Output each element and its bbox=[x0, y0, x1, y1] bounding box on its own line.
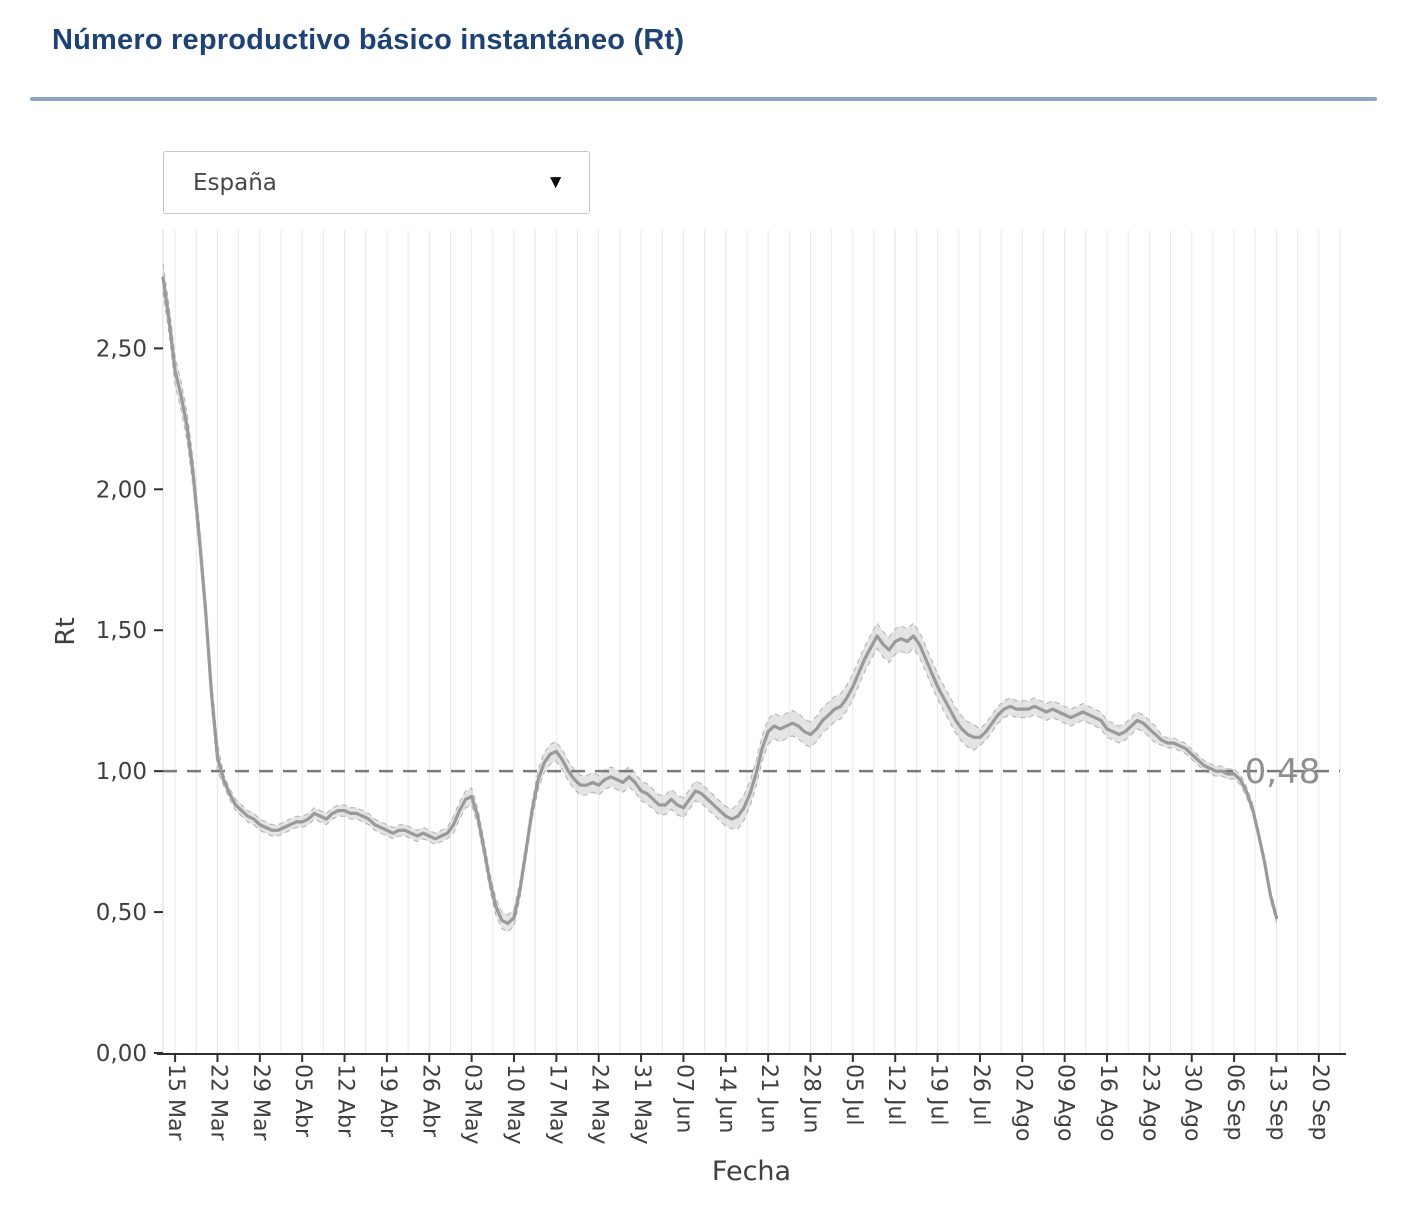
page-title: Número reproductivo básico instantáneo (… bbox=[52, 24, 685, 56]
region-select-value: España bbox=[193, 169, 277, 196]
x-tick-label: 07 Jun bbox=[671, 1064, 696, 1133]
x-axis-title: Fecha bbox=[712, 1156, 791, 1187]
rt-series-line bbox=[161, 276, 1279, 925]
caret-down-icon: ▼ bbox=[546, 172, 565, 193]
x-tick-label: 20 Sep bbox=[1307, 1064, 1332, 1140]
header-divider bbox=[30, 97, 1377, 101]
y-axis-title: Rt bbox=[51, 617, 81, 645]
x-tick-label: 17 May bbox=[544, 1064, 569, 1144]
x-tick-label: 12 Abr bbox=[333, 1064, 358, 1138]
x-tick-label: 21 Jun bbox=[756, 1064, 781, 1133]
x-tick-label: 29 Mar bbox=[248, 1064, 273, 1141]
x-tick-label: 09 Ago bbox=[1053, 1064, 1078, 1141]
x-tick-label: 13 Sep bbox=[1265, 1064, 1290, 1140]
x-tick-label: 26 Jul bbox=[968, 1064, 993, 1126]
x-tick-label: 22 Mar bbox=[206, 1064, 231, 1141]
y-tick-label: 0,00 bbox=[96, 1041, 147, 1067]
region-select[interactable]: España ▼ bbox=[163, 151, 590, 214]
x-tick-label: 05 Abr bbox=[290, 1064, 315, 1138]
x-tick-label: 15 Mar bbox=[163, 1064, 188, 1141]
x-tick-label: 05 Jul bbox=[841, 1064, 866, 1126]
x-tick-label: 30 Ago bbox=[1180, 1064, 1205, 1141]
x-tick-label: 24 May bbox=[587, 1064, 612, 1144]
x-tick-label: 10 May bbox=[502, 1064, 527, 1144]
x-tick-label: 02 Ago bbox=[1010, 1064, 1035, 1141]
y-tick-label: 2,00 bbox=[96, 477, 147, 503]
x-tick-label: 12 Jul bbox=[883, 1064, 908, 1126]
y-tick-label: 0,50 bbox=[96, 900, 147, 926]
x-tick-label: 14 Jun bbox=[714, 1064, 739, 1133]
confidence-band-lower-edge bbox=[162, 291, 1277, 933]
x-tick-label: 19 Jul bbox=[926, 1064, 951, 1126]
confidence-band bbox=[163, 263, 1277, 932]
x-tick-label: 31 May bbox=[629, 1064, 654, 1144]
x-tick-label: 28 Jun bbox=[799, 1064, 824, 1133]
y-tick-label: 1,00 bbox=[96, 759, 147, 785]
confidence-band-upper-edge bbox=[162, 263, 1277, 916]
y-tick-label: 2,50 bbox=[96, 336, 147, 362]
x-tick-label: 03 May bbox=[460, 1064, 485, 1144]
x-tick-label: 19 Abr bbox=[375, 1064, 400, 1138]
x-tick-label: 26 Abr bbox=[417, 1064, 442, 1138]
y-tick-label: 1,50 bbox=[96, 618, 147, 644]
x-tick-label: 06 Sep bbox=[1222, 1064, 1247, 1140]
x-tick-label: 16 Ago bbox=[1095, 1064, 1120, 1141]
x-tick-label: 23 Ago bbox=[1137, 1064, 1162, 1141]
last-value-annotation: 0,48 bbox=[1245, 752, 1321, 792]
rt-line-chart: 0,48 15 Mar 22 Mar 29 Mar 05 Abr 12 Abr 19 Abr… bbox=[51, 230, 1346, 1187]
